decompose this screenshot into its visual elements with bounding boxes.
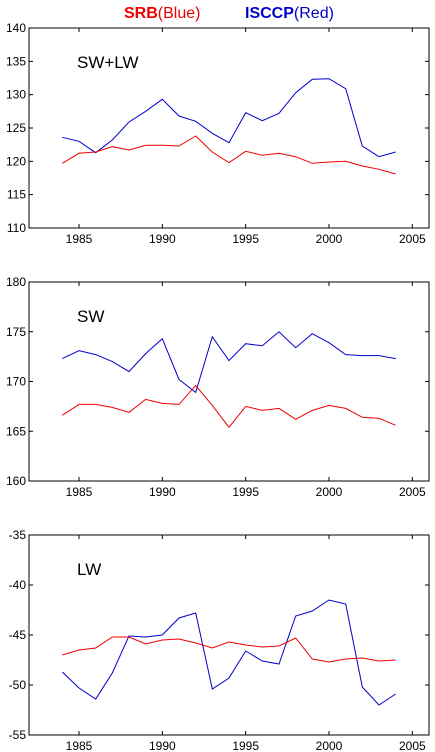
y-tick-label: 120 [6,154,26,168]
panel-label: SW+LW [77,53,139,72]
series-line-1 [61,599,396,706]
y-tick-label: 130 [6,88,26,102]
x-tick-label: 2005 [399,739,426,752]
legend-isccp-name: ISCCP [245,5,294,22]
series-line-1 [62,331,396,394]
y-tick-label: -35 [9,528,27,542]
legend-srb-name: SRB [124,5,158,22]
y-tick-label: -40 [9,578,27,592]
y-tick-label: 175 [6,325,26,339]
x-tick-label: 1985 [66,232,93,246]
y-tick-label: -50 [9,678,27,692]
x-tick-label: 2000 [316,485,343,499]
panel-3: 1985 1990 1995 2000 2005 -55 -50 -45 -40 -35 LW [9,528,430,752]
y-tick-label: 140 [6,21,26,35]
x-tick-label: 1995 [232,485,259,499]
y-tick-label: 110 [7,221,26,235]
x-tick-label: 1990 [149,232,176,246]
x-tick-label: 1990 [149,485,176,499]
y-tick-label: -45 [9,628,27,642]
y-tick-label: 135 [6,54,26,68]
panel-1: 1985 1990 1995 2000 2005 110 115 120 125 130 135 14… [6,21,430,246]
y-tick-label: 165 [6,424,26,438]
x-tick-label: 1990 [149,739,176,752]
panel-2: 1985 1990 1995 2000 2005 160 165 170 175 180 SW [6,275,430,499]
x-tick-label: 2005 [399,485,426,499]
series-line-2 [62,636,396,663]
x-tick-label: 1995 [232,232,259,246]
y-tick-label: 115 [7,188,26,202]
legend-isccp-note: (Red) [293,5,334,22]
x-tick-label: 2005 [399,232,426,246]
x-tick-label: 1985 [66,739,93,752]
series-line-2 [62,135,396,175]
legend: SRB(Blue) ISCCP(Red) [0,2,435,28]
panel-label: SW [77,307,104,326]
panel-label: LW [77,560,101,579]
x-tick-label: 1995 [232,739,259,752]
y-tick-label: -55 [9,728,27,742]
y-tick-label: 125 [6,121,26,135]
x-tick-label: 2000 [316,739,343,752]
series-line-1 [62,78,396,158]
x-tick-label: 2000 [316,232,343,246]
legend-srb: SRB(Blue) [124,5,200,23]
y-tick-label: 180 [6,275,26,289]
x-tick-label: 1985 [66,485,93,499]
y-tick-label: 160 [6,474,26,488]
series-line-2 [62,384,396,429]
y-tick-label: 170 [6,375,26,389]
legend-srb-note: (Blue) [157,5,201,22]
legend-isccp: ISCCP(Red) [245,5,334,23]
